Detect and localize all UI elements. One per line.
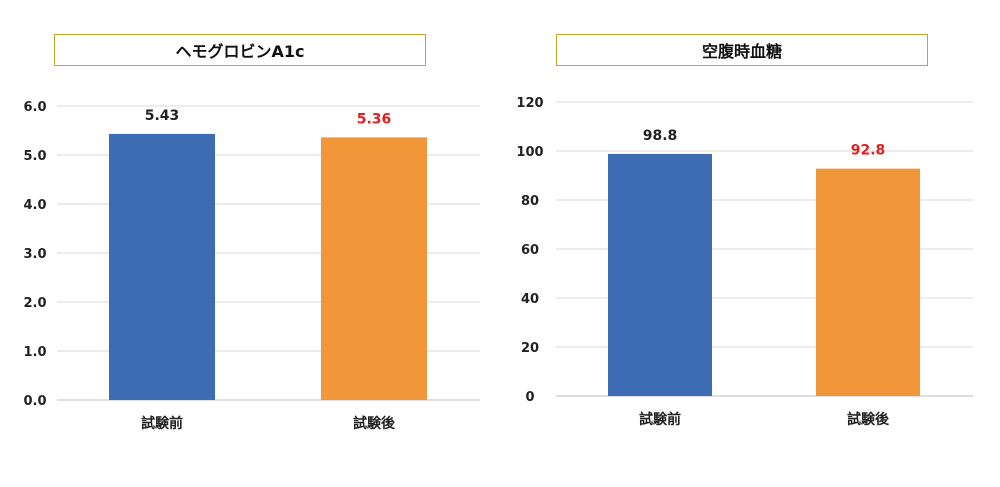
hba1c-bar-chart: 0.0 1.0 2.0 3.0 4.0 5.0 6.0 5.43 試験前 5.36 試験後	[23, 100, 480, 432]
data-label: 98.8	[643, 128, 678, 144]
y-tick-label: 1.0	[23, 345, 46, 360]
fasting-glucose-bar-chart: 0 20 40 60 80 100 120 98.8 試験前 92.8 試験後	[516, 96, 973, 428]
chart-title-hba1c: ヘモグロビンA1c	[54, 34, 426, 66]
y-tick-label: 4.0	[23, 198, 46, 213]
y-tick-label: 80	[521, 194, 539, 209]
y-tick-label: 40	[521, 292, 539, 307]
y-tick-label: 2.0	[23, 296, 46, 311]
y-tick-label: 0	[525, 390, 534, 405]
y-tick-label: 20	[521, 341, 539, 356]
bar-after	[816, 168, 920, 396]
y-tick-label: 120	[516, 96, 543, 111]
x-category-label: 試験前	[639, 411, 681, 428]
bar-after	[321, 137, 427, 401]
y-tick-label: 0.0	[23, 394, 46, 409]
data-label: 5.43	[145, 108, 180, 124]
y-tick-label: 6.0	[23, 100, 46, 115]
y-tick-label: 3.0	[23, 247, 46, 262]
x-category-label: 試験後	[353, 415, 396, 432]
chart-title-fasting-glucose: 空腹時血糖	[556, 34, 928, 66]
y-tick-label: 5.0	[23, 149, 46, 164]
y-tick-label: 60	[521, 243, 539, 258]
bar-before	[608, 153, 712, 396]
x-category-label: 試験後	[847, 411, 890, 428]
data-label: 5.36	[357, 111, 392, 127]
data-label: 92.8	[851, 143, 886, 159]
x-category-label: 試験前	[141, 415, 183, 432]
bar-before	[109, 133, 215, 400]
y-tick-label: 100	[516, 145, 543, 160]
